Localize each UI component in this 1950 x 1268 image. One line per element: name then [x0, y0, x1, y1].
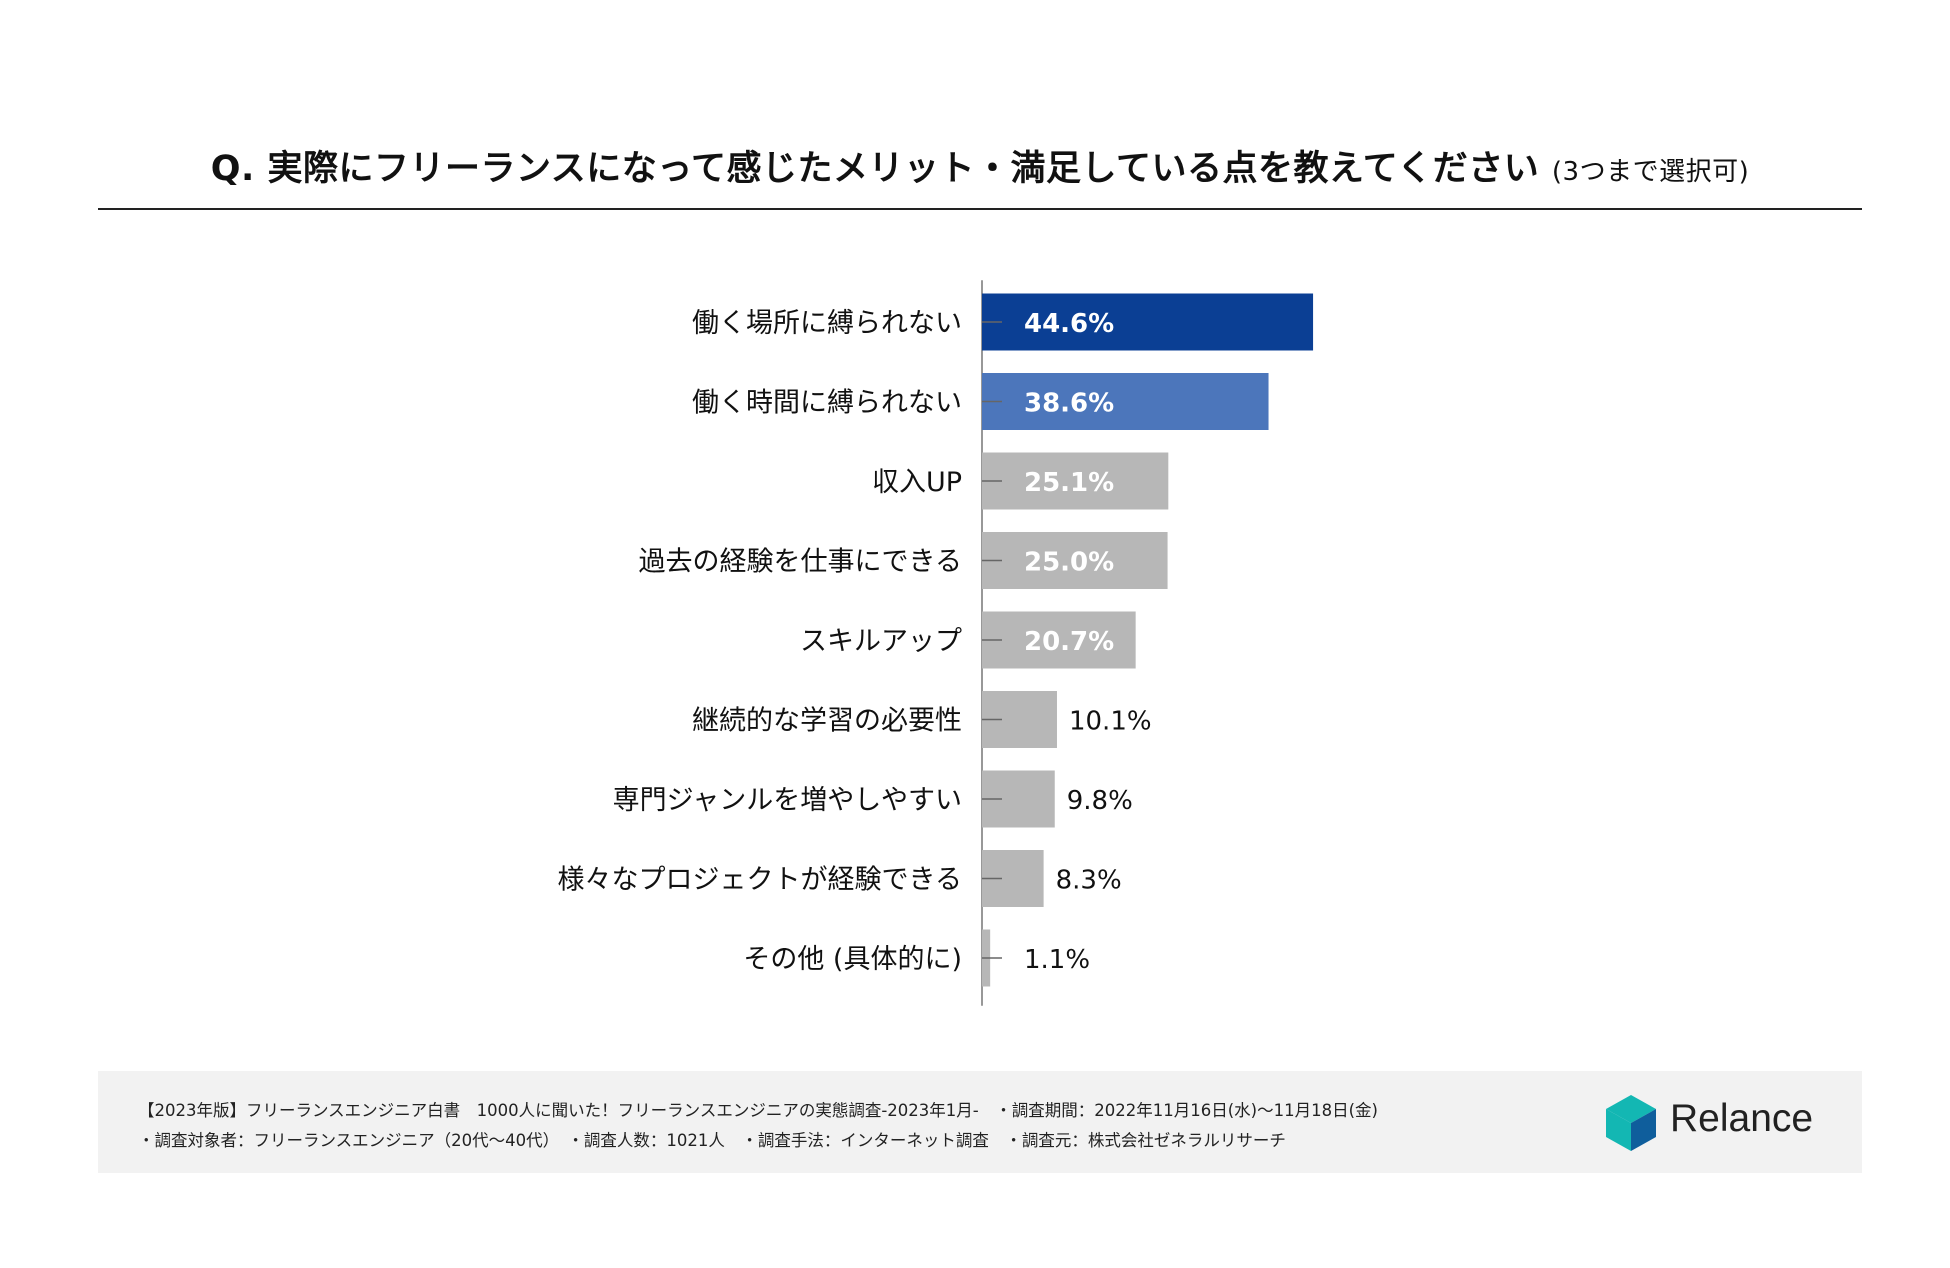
category-label: 様々なプロジェクトが経験できる [558, 865, 962, 896]
chart-title: Q. 実際にフリーランスになって感じたメリット・満足している点を教えてください … [98, 140, 1862, 191]
bar [982, 532, 1168, 589]
bar [982, 452, 1169, 510]
survey-info-line-1: 【2023年版】フリーランスエンジニア白書 1000人に聞いた！フリーランスエン… [138, 1101, 1378, 1120]
data-label: 20.7% [1024, 627, 1114, 657]
category-label: 継続的な学習の必要性 [692, 706, 962, 737]
bar [982, 373, 1269, 430]
title-divider [98, 208, 1862, 210]
footer-panel: 【2023年版】フリーランスエンジニア白書 1000人に聞いた！フリーランスエン… [98, 1071, 1862, 1173]
data-label: 9.8% [1067, 786, 1133, 816]
category-label: 過去の経験を仕事にできる [639, 547, 962, 578]
data-label: 25.1% [1024, 468, 1114, 498]
data-label: 38.6% [1024, 389, 1114, 419]
data-label: 1.1% [1024, 945, 1090, 975]
chart-title-note: (3つまで選択可) [1551, 157, 1750, 187]
bar [982, 293, 1314, 351]
chart-title-main: Q. 実際にフリーランスになって感じたメリット・満足している点を教えてください [210, 149, 1540, 189]
survey-info-line-2: ・調査対象者：フリーランスエンジニア（20代〜40代） ・調査人数：1021人 … [138, 1131, 1286, 1150]
data-label: 44.6% [1024, 309, 1114, 339]
bar [982, 611, 1136, 669]
relance-logo-icon [1606, 1095, 1656, 1151]
category-label: 働く場所に縛られない [692, 308, 962, 339]
category-label: 働く時間に縛られない [692, 388, 962, 419]
category-label: 専門ジャンルを増やしやすい [613, 785, 962, 816]
data-label: 10.1% [1069, 707, 1152, 737]
category-label: その他 (具体的に) [743, 944, 962, 975]
brand-name: Relance [1670, 1097, 1814, 1140]
bar-chart: 働く場所に縛られない 44.6% 働く時間に縛られない 38.6% 収入UP 25.1% 過… [558, 280, 1314, 1006]
category-label: スキルアップ [800, 626, 962, 657]
data-label: 25.0% [1024, 548, 1114, 578]
data-label: 8.3% [1056, 866, 1122, 896]
category-label: 収入UP [872, 467, 962, 498]
